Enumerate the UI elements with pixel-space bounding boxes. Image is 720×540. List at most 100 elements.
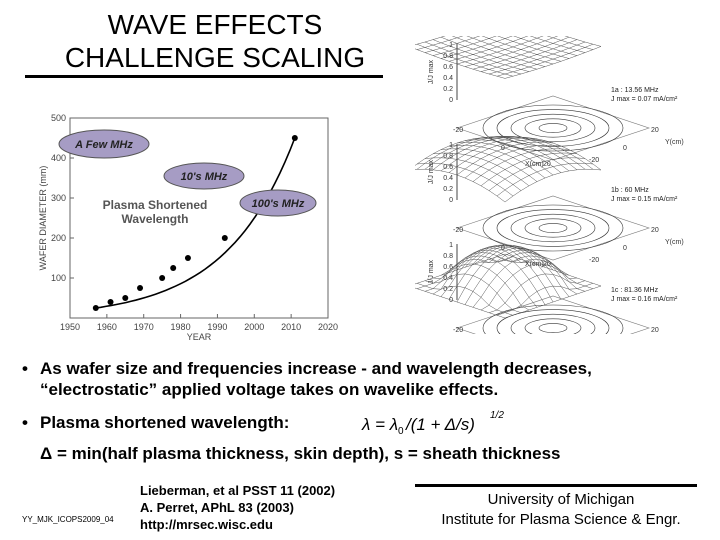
frequency-label: 1b : 60 MHz: [611, 187, 649, 194]
mesh-line: [415, 287, 506, 319]
contour-line: [482, 204, 624, 252]
mesh-line: [496, 256, 594, 289]
contour-line: [510, 213, 596, 243]
mesh-line: [564, 36, 602, 47]
z-tick-label: 1: [449, 42, 453, 49]
z-tick-label: 0.6: [443, 264, 453, 271]
wavelength-formula: λ = λ 0 /(1 + Δ/s) 1/2: [361, 410, 504, 437]
mesh-line: [488, 41, 586, 75]
y-tick-label: 20: [651, 127, 659, 134]
y-tick-label: 500: [51, 113, 66, 123]
mesh-line: [440, 255, 538, 308]
mesh-line: [448, 249, 546, 305]
contour-line: [496, 309, 610, 334]
mesh-line: [546, 36, 594, 50]
annotation-tens-mhz-bubble: [163, 162, 245, 190]
bullet-1-line-1: As wafer size and frequencies increase -…: [40, 359, 592, 378]
title-line-2: CHALLENGE SCALING: [64, 42, 366, 73]
contour-line: [496, 109, 610, 147]
bullet-shortened-wavelength: • Plasma shortened wavelength:: [22, 412, 289, 433]
mesh-line: [424, 136, 522, 170]
data-point: [107, 299, 114, 305]
x-axis-label: YEAR: [187, 332, 212, 342]
university-rule: [415, 484, 697, 487]
mesh-line: [488, 157, 586, 191]
reference-2: A. Perret, APhL 83 (2003): [140, 500, 294, 515]
contour-line: [538, 123, 568, 133]
data-point: [159, 275, 166, 281]
z-tick-label: 0.2: [443, 186, 453, 193]
frequency-label: 1c : 81.36 MHz: [611, 287, 659, 294]
mesh-line: [496, 43, 594, 77]
delta-definition: Δ = min(half plasma thickness, skin dept…: [40, 444, 561, 463]
formula-exponent: 1/2: [490, 410, 504, 421]
surface-plots: 10.80.60.40.20J/J max-20020-20020X(cm)Y(…: [415, 36, 684, 334]
y-axis-label: Y(cm): [665, 139, 684, 146]
data-point: [170, 265, 177, 271]
university-block: University of Michigan Institute for Pla…: [405, 490, 717, 530]
contour-line: [510, 113, 596, 143]
mesh-line: [496, 283, 594, 316]
annotation-few-mhz-bubble: [58, 129, 150, 159]
mesh-line: [456, 141, 554, 176]
y-tick-label: 400: [51, 153, 66, 163]
mesh-line: [424, 252, 522, 292]
slide-title: WAVE EFFECTS CHALLENGE SCALING: [30, 8, 400, 74]
x-tick-label: -20: [453, 127, 463, 134]
x-tick-label: 1950: [60, 322, 80, 332]
bullet-1-line-2: “electrostatic” applied voltage takes on…: [40, 380, 499, 399]
mesh-line: [504, 253, 602, 287]
data-point: [291, 135, 298, 141]
y-tick-label: -20: [589, 157, 599, 164]
annotation-hundreds-mhz-bubble: [239, 189, 317, 217]
z-tick-label: 0.6: [443, 164, 453, 171]
data-point: [92, 305, 99, 311]
data-point: [221, 235, 228, 241]
x-tick-label: 2000: [244, 322, 264, 332]
x-tick-label: 20: [543, 261, 551, 268]
title-underline: [25, 75, 383, 78]
mesh-line: [496, 136, 594, 170]
institute-name: Institute for Plasma Science & Engr.: [441, 511, 681, 528]
z-tick-label: 0: [449, 297, 453, 304]
mesh-line: [472, 255, 570, 308]
x-tick-label: 2020: [318, 322, 338, 332]
y-tick-label: 0: [623, 245, 627, 252]
x-tick-label: 2010: [281, 322, 301, 332]
j-max-label: J max = 0.07 mA/cm²: [611, 96, 678, 103]
bullet-wave-effects: • As wafer size and frequencies increase …: [22, 358, 712, 400]
z-tick-label: 0.2: [443, 286, 453, 293]
formula-lhs: λ = λ: [361, 415, 398, 434]
wafer-diameter-chart: 100 200 300 400 500 1950 1960 1970 1980 1990 2000…: [38, 113, 338, 342]
mesh-line: [440, 148, 538, 182]
x-tick-label: -20: [453, 227, 463, 234]
data-point: [137, 285, 144, 291]
references: Lieberman, et al PSST 11 (2002) A. Perre…: [140, 482, 335, 533]
z-axis-label: J/J max: [428, 259, 435, 284]
bullet-dot: •: [22, 359, 28, 378]
reference-3: http://mrsec.wisc.edu: [140, 517, 273, 532]
mesh-line: [488, 252, 586, 292]
mesh-line: [488, 273, 586, 313]
bullet-2-text: Plasma shortened wavelength:: [40, 413, 290, 432]
annotation-psw-line2: Wavelength: [122, 212, 189, 226]
contour-line: [538, 323, 568, 333]
y-tick-label: 20: [651, 227, 659, 234]
y-tick-label: -20: [589, 257, 599, 264]
z-tick-label: 1: [449, 142, 453, 149]
contour-line: [482, 304, 624, 334]
contour-line: [524, 218, 582, 238]
z-tick-label: 0.4: [443, 75, 453, 82]
z-tick-label: 0.8: [443, 253, 453, 260]
title-line-1: WAVE EFFECTS: [107, 9, 323, 40]
mesh-line: [456, 141, 554, 176]
contour-line: [524, 118, 582, 138]
j-max-label: J max = 0.15 mA/cm²: [611, 196, 678, 203]
x-tick-label: 1970: [134, 322, 154, 332]
annotation-hundreds-mhz: 100's MHz: [252, 198, 305, 210]
x-tick-label: -20: [453, 327, 463, 334]
y-axis-label: WAFER DIAMETER (mm): [38, 166, 48, 271]
z-tick-label: 0.2: [443, 86, 453, 93]
y-axis-label: Y(cm): [665, 239, 684, 246]
mesh-line: [464, 249, 562, 305]
